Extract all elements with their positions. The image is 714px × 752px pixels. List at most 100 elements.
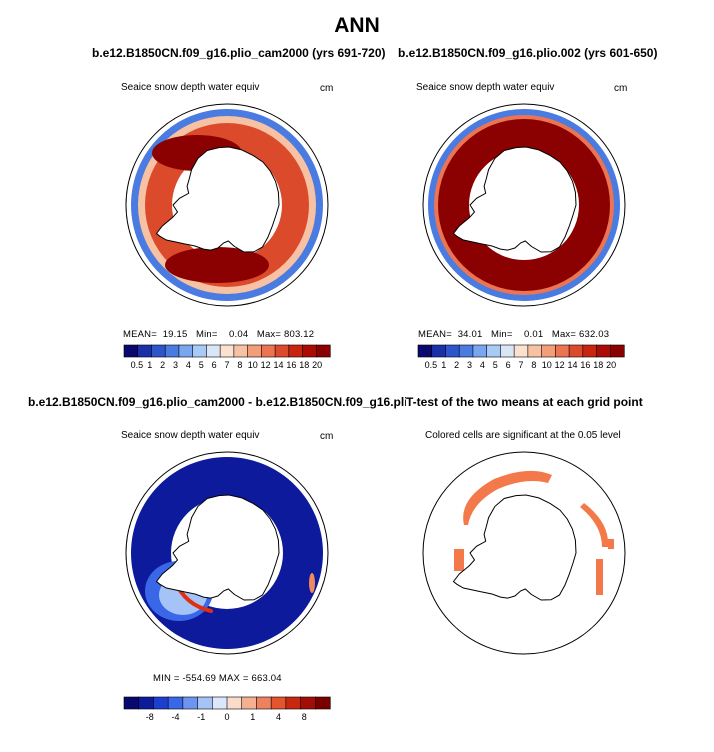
colorbar-tick-label: 20 bbox=[312, 360, 322, 370]
panel2-units-label: cm bbox=[614, 83, 628, 94]
panel1-colorbar: 0.5 1 2 3 4 5 6 7 8 10 12 14 16 18 20 bbox=[123, 344, 331, 370]
colorbar-tick-label: 18 bbox=[299, 360, 309, 370]
significant-region-east-small bbox=[608, 539, 614, 549]
map-boundary-circle bbox=[125, 451, 329, 655]
colorbar-swatch bbox=[233, 344, 249, 358]
colorbar-tick-label: -8 bbox=[146, 712, 154, 722]
colorbar-swatch bbox=[288, 344, 304, 358]
colorbar-swatch bbox=[226, 696, 243, 710]
colorbar-swatch bbox=[555, 344, 570, 358]
colorbar-tick-label: 6 bbox=[506, 360, 511, 370]
colorbar-swatch bbox=[151, 344, 166, 358]
colorbar-tick-label: 12 bbox=[555, 360, 565, 370]
colorbar-tick-label: 1 bbox=[147, 360, 152, 370]
map-boundary-circle bbox=[125, 103, 329, 307]
antarctica-coastline bbox=[155, 494, 280, 601]
colorbar-tick-label: 0.5 bbox=[425, 360, 438, 370]
antarctica-coastline bbox=[452, 494, 577, 601]
colorbar-tick-label: -1 bbox=[197, 712, 205, 722]
colorbar-tick-label: 14 bbox=[273, 360, 283, 370]
colorbar-tick-label: 20 bbox=[606, 360, 616, 370]
colorbar-swatch bbox=[417, 344, 433, 358]
colorbar-swatch bbox=[182, 696, 199, 710]
significant-region-peninsula bbox=[454, 549, 464, 571]
panel1-map bbox=[125, 103, 329, 307]
colorbar-swatch bbox=[300, 696, 316, 710]
colorbar-tick-label: 3 bbox=[173, 360, 178, 370]
colorbar-tick-label: 0 bbox=[224, 712, 229, 722]
colorbar-swatch bbox=[123, 696, 140, 710]
colorbar-swatch bbox=[568, 344, 584, 358]
colorbar-swatch bbox=[513, 344, 529, 358]
panel4-subtitle: Colored cells are significant at the 0.0… bbox=[425, 430, 621, 441]
significant-region-east bbox=[596, 559, 603, 595]
panel2-max: 632.03 bbox=[578, 329, 610, 340]
colorbar-tick-label: 14 bbox=[567, 360, 577, 370]
colorbar-swatch bbox=[527, 344, 543, 358]
colorbar-tick-label: 16 bbox=[580, 360, 590, 370]
colorbar-swatch bbox=[445, 344, 460, 358]
significant-region-weddell bbox=[463, 470, 552, 525]
colorbar-swatch bbox=[458, 344, 474, 358]
panel1-stats: MEAN= 19.15 Min= 0.04 Max= 803.12 bbox=[123, 329, 315, 340]
panel4-title: T-test of the two means at each grid poi… bbox=[406, 395, 643, 409]
colorbar-tick-label: 10 bbox=[542, 360, 552, 370]
colorbar-tick-label: 4 bbox=[186, 360, 191, 370]
colorbar-swatch bbox=[138, 696, 155, 710]
panel1-variable-label: Seaice snow depth water equiv bbox=[121, 82, 260, 93]
colorbar-swatch bbox=[153, 696, 169, 710]
colorbar-tick-label: 16 bbox=[286, 360, 296, 370]
colorbar-swatch bbox=[123, 344, 139, 358]
colorbar-tick-label: -4 bbox=[171, 712, 179, 722]
panel2-mean: 34.01 bbox=[457, 329, 483, 340]
positive-anomaly-patch bbox=[309, 573, 315, 593]
panel2-min: 0.01 bbox=[524, 329, 544, 340]
colorbar-swatch bbox=[137, 344, 153, 358]
colorbar-tick-label: 7 bbox=[518, 360, 523, 370]
colorbar-tick-label: 4 bbox=[480, 360, 485, 370]
colorbar-swatch bbox=[219, 344, 235, 358]
panel2-case-title: b.e12.B1850CN.f09_g16.plio.002 (yrs 601-… bbox=[398, 46, 658, 60]
antarctica-coastline bbox=[155, 146, 280, 253]
colorbar-tick-label: 8 bbox=[237, 360, 242, 370]
colorbar-tick-label: 8 bbox=[531, 360, 536, 370]
colorbar-swatch bbox=[500, 344, 515, 358]
panel1-max: 803.12 bbox=[283, 329, 315, 340]
colorbar-swatch bbox=[302, 344, 317, 358]
colorbar-swatch bbox=[582, 344, 598, 358]
colorbar-swatch bbox=[164, 344, 180, 358]
panel3-units-label: cm bbox=[320, 431, 334, 442]
panel3-variable-label: Seaice snow depth water equiv bbox=[121, 430, 260, 441]
colorbar-tick-label: 18 bbox=[593, 360, 603, 370]
colorbar-swatch bbox=[211, 696, 228, 710]
colorbar-swatch bbox=[241, 696, 258, 710]
colorbar-tick-label: 5 bbox=[199, 360, 204, 370]
colorbar-swatch bbox=[609, 344, 625, 358]
panel2-variable-label: Seaice snow depth water equiv bbox=[416, 82, 555, 93]
colorbar-swatch bbox=[274, 344, 290, 358]
panel1-min: 0.04 bbox=[229, 329, 249, 340]
colorbar-tick-label: 10 bbox=[248, 360, 258, 370]
pack-ice-ring bbox=[438, 119, 610, 291]
colorbar-tick-label: 1 bbox=[250, 712, 255, 722]
colorbar-swatch bbox=[486, 344, 501, 358]
colorbar-tick-label: 7 bbox=[224, 360, 229, 370]
colorbar-tick-label: 2 bbox=[454, 360, 459, 370]
colorbar-swatch bbox=[431, 344, 447, 358]
colorbar-tick-label: 12 bbox=[261, 360, 271, 370]
colorbar-tick-label: 1 bbox=[441, 360, 446, 370]
map-boundary-circle bbox=[422, 451, 626, 655]
colorbar-swatch bbox=[256, 696, 272, 710]
colorbar-tick-label: 3 bbox=[467, 360, 472, 370]
colorbar-swatch bbox=[596, 344, 611, 358]
panel3-case-title: b.e12.B1850CN.f09_g16.plio_cam2000 - b.e… bbox=[28, 395, 439, 409]
panel3-stats: MIN = -554.69 MAX = 663.04 bbox=[153, 673, 282, 684]
figure-title: ANN bbox=[334, 14, 380, 37]
significant-region-indian bbox=[580, 503, 609, 547]
panel4-map bbox=[422, 451, 626, 655]
colorbar-tick-label: 2 bbox=[160, 360, 165, 370]
colorbar-swatch bbox=[541, 344, 556, 358]
map-boundary-circle bbox=[422, 103, 626, 307]
colorbar-swatch bbox=[261, 344, 276, 358]
colorbar-tick-label: 0.5 bbox=[131, 360, 144, 370]
